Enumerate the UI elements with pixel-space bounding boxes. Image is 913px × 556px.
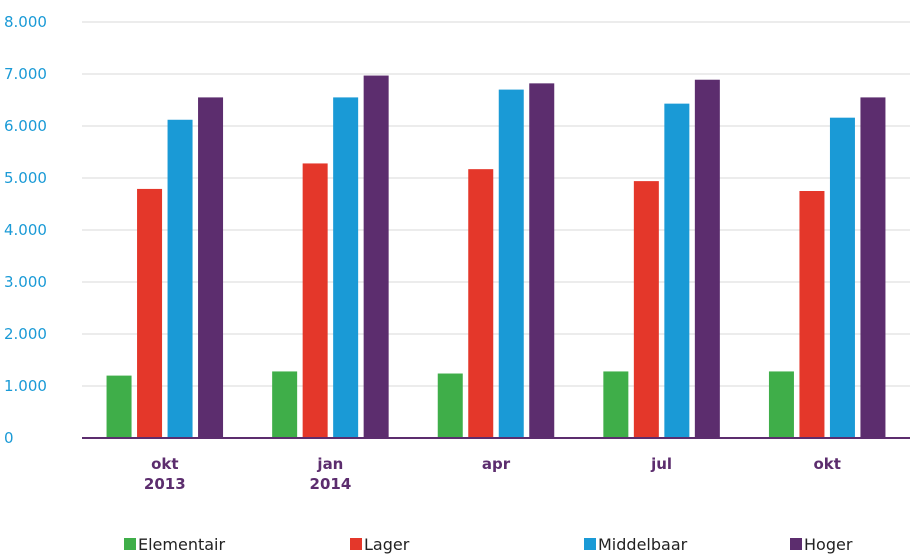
bar-hoger-2 bbox=[363, 75, 389, 438]
y-tick-label: 4.000 bbox=[4, 221, 47, 239]
x-tick-label: 2013 bbox=[144, 475, 186, 493]
bar-elementair-1 bbox=[106, 375, 132, 438]
bar-elementair-5 bbox=[768, 371, 794, 438]
bar-lager-4 bbox=[633, 181, 659, 438]
bar-hoger-3 bbox=[529, 83, 555, 439]
x-tick-label: jan bbox=[316, 455, 343, 473]
y-tick-label: 3.000 bbox=[4, 273, 47, 291]
bar-middelbaar-5 bbox=[829, 117, 855, 439]
x-axis: okt 2013 jan 2014 apr jul okt bbox=[82, 437, 910, 493]
bar-elementair-3 bbox=[437, 373, 463, 438]
bar-lager-2 bbox=[302, 163, 328, 438]
bar-elementair-2 bbox=[272, 371, 298, 438]
y-tick-label: 0 bbox=[4, 429, 14, 447]
y-tick-label: 7.000 bbox=[4, 65, 47, 83]
bar-middelbaar-1 bbox=[167, 119, 193, 438]
legend-label-lager: Lager bbox=[364, 535, 410, 554]
bar-hoger-4 bbox=[694, 79, 720, 438]
x-tick-label: okt bbox=[813, 455, 840, 473]
y-tick-label: 2.000 bbox=[4, 325, 47, 343]
bar-hoger-1 bbox=[198, 97, 224, 439]
bar-middelbaar-2 bbox=[333, 97, 359, 439]
legend: Elementair Lager Middelbaar Hoger bbox=[124, 535, 853, 554]
bar-hoger-5 bbox=[860, 97, 886, 439]
legend-swatch-lager bbox=[350, 538, 362, 550]
x-tick-label: okt bbox=[151, 455, 178, 473]
x-tick-label: jul bbox=[650, 455, 672, 473]
y-tick-label: 1.000 bbox=[4, 377, 47, 395]
x-tick-label: apr bbox=[482, 455, 511, 473]
legend-label-elementair: Elementair bbox=[138, 535, 225, 554]
legend-swatch-hoger bbox=[790, 538, 802, 550]
bars bbox=[106, 75, 886, 439]
bar-middelbaar-4 bbox=[664, 103, 690, 438]
bar-elementair-4 bbox=[603, 371, 629, 438]
legend-swatch-middelbaar bbox=[584, 538, 596, 550]
legend-label-hoger: Hoger bbox=[804, 535, 853, 554]
y-axis: 0 1.000 2.000 3.000 4.000 5.000 6.000 7.000 8.00… bbox=[4, 13, 47, 447]
y-tick-label: 5.000 bbox=[4, 169, 47, 187]
legend-swatch-elementair bbox=[124, 538, 136, 550]
legend-label-middelbaar: Middelbaar bbox=[598, 535, 688, 554]
bar-lager-1 bbox=[137, 188, 163, 438]
y-tick-label: 8.000 bbox=[4, 13, 47, 31]
bar-lager-3 bbox=[468, 169, 494, 438]
bar-middelbaar-3 bbox=[498, 89, 524, 438]
bar-lager-5 bbox=[799, 191, 825, 438]
x-tick-label: 2014 bbox=[310, 475, 352, 493]
y-tick-label: 6.000 bbox=[4, 117, 47, 135]
